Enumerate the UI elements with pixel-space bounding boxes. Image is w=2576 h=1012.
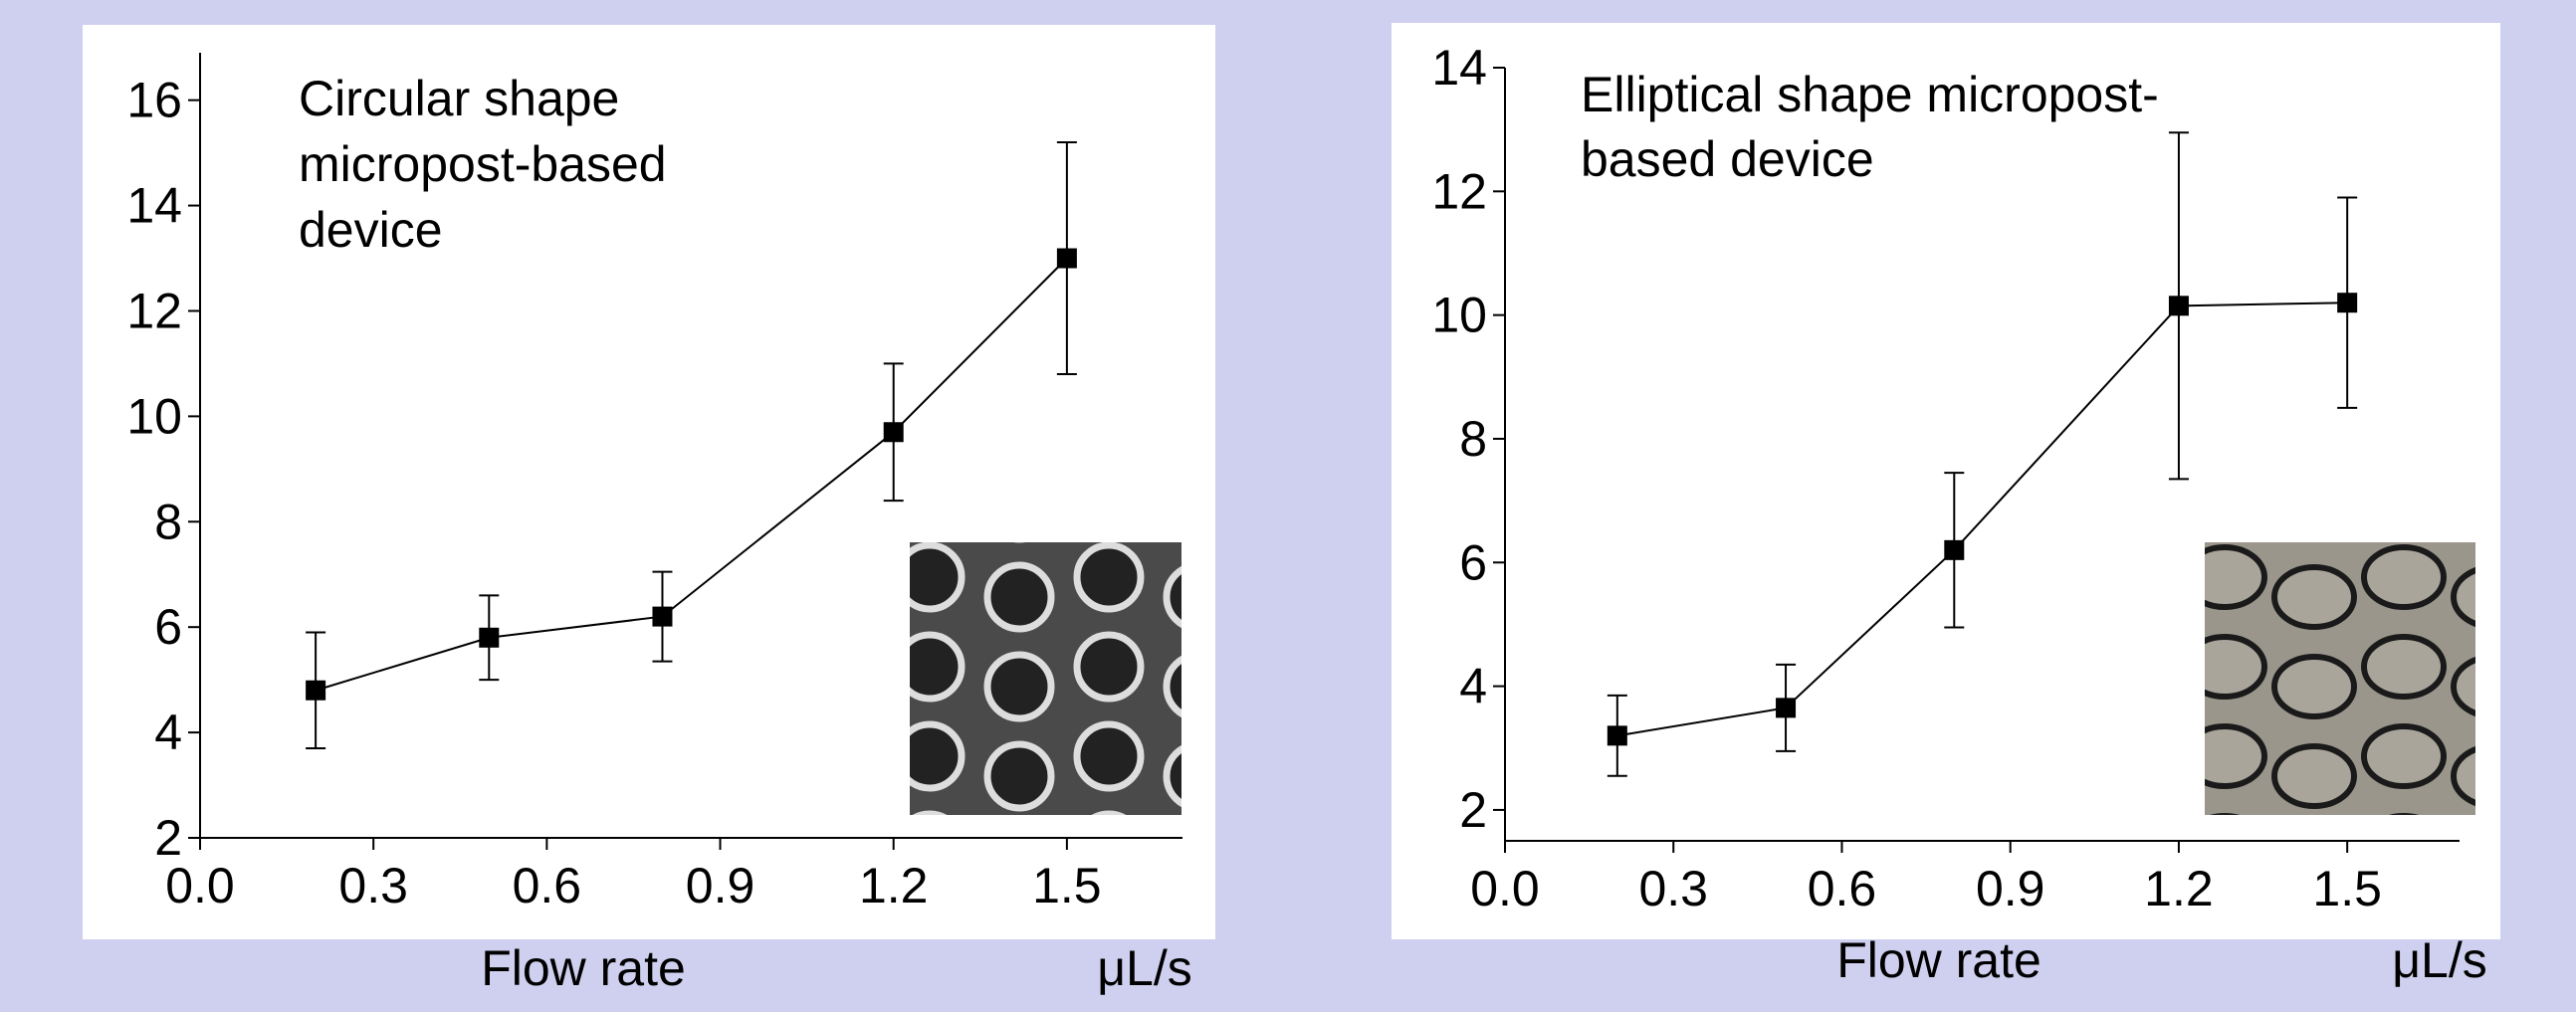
y-tick-label: 4 xyxy=(154,705,182,760)
x-tick-label: 1.2 xyxy=(859,858,929,913)
annotation: based device xyxy=(1581,131,1874,187)
inset-image xyxy=(2205,542,2475,815)
y-tick-label: 8 xyxy=(154,494,182,549)
y-tick-label: 2 xyxy=(1459,782,1487,838)
y-tick-label: 16 xyxy=(126,73,182,128)
y-tick-label: 14 xyxy=(1431,40,1487,96)
y-tick-label: 6 xyxy=(154,599,182,655)
y-tick-label: 12 xyxy=(1431,163,1487,219)
micropost xyxy=(2451,746,2475,806)
micropost xyxy=(2361,544,2447,610)
micropost xyxy=(2361,634,2447,700)
micropost xyxy=(1073,720,1145,792)
micropost xyxy=(910,631,966,703)
micropost xyxy=(1073,631,1145,703)
annotation: device xyxy=(299,202,443,258)
y-tick-label: 6 xyxy=(1459,534,1487,590)
micropost xyxy=(2271,743,2357,809)
x-tick-label: 0.0 xyxy=(1470,861,1540,916)
y-tick-label: 10 xyxy=(1431,288,1487,343)
x-tick-label: 0.6 xyxy=(1808,861,1877,916)
micropost xyxy=(983,561,1055,633)
micropost xyxy=(1163,744,1181,808)
micropost xyxy=(983,740,1055,812)
x-tick-label: 1.5 xyxy=(2312,861,2382,916)
x-tick-label: 0.3 xyxy=(1638,861,1708,916)
micropost xyxy=(2205,634,2267,700)
micropost xyxy=(910,542,966,613)
annotation: Circular shape xyxy=(299,71,619,126)
y-tick-label: 8 xyxy=(1459,411,1487,467)
x-axis-unit: μL/s xyxy=(1097,940,1192,996)
x-axis-unit: μL/s xyxy=(2392,932,2487,988)
micropost xyxy=(983,651,1055,722)
micropost xyxy=(1163,565,1181,629)
x-tick-label: 0.9 xyxy=(686,858,755,913)
marker xyxy=(1607,725,1627,746)
marker xyxy=(652,606,673,627)
x-tick-label: 0.6 xyxy=(513,858,582,913)
x-axis-label: Flow rate xyxy=(481,940,686,996)
x-tick-label: 0.0 xyxy=(165,858,235,913)
marker xyxy=(2168,296,2189,316)
micropost xyxy=(912,810,948,815)
micropost xyxy=(2451,567,2475,627)
marker xyxy=(306,680,326,701)
y-tick-label: 2 xyxy=(154,810,182,866)
annotation: micropost-based xyxy=(299,136,667,192)
marker xyxy=(1944,539,1965,560)
inset-image xyxy=(910,542,1181,815)
x-tick-label: 0.9 xyxy=(1976,861,2045,916)
marker xyxy=(479,627,500,648)
marker xyxy=(1776,698,1797,718)
micropost xyxy=(1073,542,1145,613)
y-tick-label: 4 xyxy=(1459,659,1487,714)
marker xyxy=(883,422,904,443)
micropost xyxy=(2205,544,2267,610)
x-tick-label: 1.5 xyxy=(1032,858,1102,913)
micropost xyxy=(2271,654,2357,719)
micropost xyxy=(2205,723,2267,789)
y-tick-label: 14 xyxy=(126,178,182,234)
micropost xyxy=(2271,564,2357,630)
x-axis-label: Flow rate xyxy=(1836,932,2041,988)
y-tick-label: 12 xyxy=(126,283,182,338)
annotation: Elliptical shape micropost- xyxy=(1581,67,2159,122)
marker xyxy=(2337,293,2358,313)
x-tick-label: 1.2 xyxy=(2144,861,2214,916)
marker xyxy=(1056,248,1077,269)
micropost xyxy=(1163,655,1181,718)
micropost xyxy=(2451,657,2475,716)
micropost xyxy=(910,720,966,792)
micropost xyxy=(1091,810,1127,815)
y-tick-label: 10 xyxy=(126,388,182,444)
x-tick-label: 0.3 xyxy=(338,858,408,913)
micropost xyxy=(2361,723,2447,789)
